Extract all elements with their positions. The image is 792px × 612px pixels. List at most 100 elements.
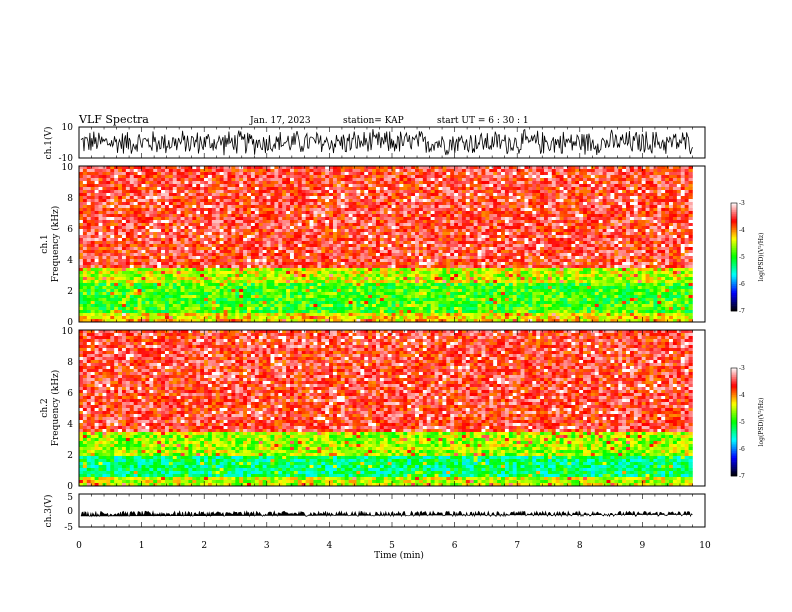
spectrogram-cell (145, 211, 150, 215)
spectrogram-cell (137, 208, 142, 212)
spectrogram-cell (532, 202, 537, 206)
spectrogram-cell (98, 244, 103, 248)
spectrogram-cell (317, 190, 322, 194)
spectrogram-cell (520, 220, 525, 224)
spectrogram-cell (344, 211, 349, 215)
spectrogram-cell (168, 205, 174, 209)
spectrogram-cell (141, 190, 146, 194)
spectrogram-cell (676, 226, 682, 230)
spectrogram-cell (403, 232, 408, 236)
spectrogram-cell (665, 223, 670, 227)
spectrogram-cell (286, 181, 291, 185)
spectrogram-cell (219, 202, 224, 206)
spectrogram-cell (196, 238, 201, 242)
spectrogram-cell (481, 217, 486, 221)
spectrogram-cell (602, 232, 607, 236)
spectrogram-cell (207, 202, 213, 206)
spectrogram-cell (79, 166, 84, 170)
spectrogram-cell (110, 169, 115, 173)
spectrogram-cell (211, 238, 217, 242)
spectrogram-cell (215, 193, 220, 197)
spectrogram-cell (321, 199, 326, 203)
spectrogram-cell (153, 190, 158, 194)
spectrogram-cell (86, 178, 92, 182)
spectrogram-cell (446, 241, 451, 245)
spectrogram-cell (555, 247, 560, 251)
spectrogram-cell (583, 220, 588, 224)
spectrogram-cell (231, 202, 236, 206)
spectrogram-cell (536, 208, 541, 212)
spectrogram-cell (520, 181, 525, 185)
spectrogram-cell (247, 238, 252, 242)
spectrogram-cell (157, 181, 162, 185)
spectrogram-cell (332, 223, 338, 227)
spectrogram-cell (90, 199, 95, 203)
spectrogram-cell (657, 193, 662, 197)
spectrogram-cell (680, 208, 685, 212)
spectrogram-cell (391, 226, 396, 230)
spectrogram-cell (379, 253, 385, 257)
spectrogram-cell (461, 181, 467, 185)
spectrogram-cell (672, 253, 678, 257)
spectrogram-cell (270, 232, 275, 236)
spectrogram-cell (473, 169, 478, 173)
spectrogram-cell (497, 214, 502, 218)
spectrogram-cell (442, 238, 447, 242)
spectrogram-cell (497, 253, 502, 257)
spectrogram-cell (79, 178, 84, 182)
spectrogram-cell (540, 250, 545, 254)
spectrogram-cell (254, 205, 260, 209)
spectrogram-cell (180, 241, 185, 245)
spectrogram-cell (649, 187, 654, 191)
spectrogram-cell (469, 241, 474, 245)
spectrogram-cell (688, 241, 693, 245)
spectrogram-cell (239, 199, 244, 203)
spectrogram-cell (239, 232, 244, 236)
spectrogram-cell (379, 172, 385, 176)
spectrogram-cell (321, 223, 326, 227)
spectrogram-cell (270, 241, 275, 245)
spectrogram-cell (540, 256, 545, 260)
spectrogram-cell (293, 223, 299, 227)
spectrogram-cell (133, 211, 138, 215)
spectrogram-cell (626, 214, 631, 218)
spectrogram-cell (481, 199, 486, 203)
spectrogram-cell (543, 241, 549, 245)
spectrogram-cell (633, 220, 639, 224)
spectrogram-cell (204, 226, 209, 230)
spectrogram-cell (133, 172, 138, 176)
spectrogram-cell (418, 214, 424, 218)
spectrogram-cell (102, 196, 107, 200)
spectrogram-cell (512, 181, 517, 185)
spectrogram-cell (629, 175, 635, 179)
spectrogram-cell (461, 250, 467, 254)
spectrogram-cell (196, 220, 201, 224)
spectrogram-cell (356, 220, 361, 224)
spectrogram-cell (348, 172, 353, 176)
spectrogram-cell (524, 247, 529, 251)
spectrogram-cell (669, 217, 674, 221)
spectrogram-cell (207, 235, 213, 239)
spectrogram-cell (575, 223, 580, 227)
spectrogram-cell (422, 214, 428, 218)
spectrogram-cell (454, 238, 459, 242)
spectrogram-cell (325, 244, 330, 248)
spectrogram-cell (192, 220, 197, 224)
spectrogram-cell (532, 178, 537, 182)
spectrogram-cell (614, 187, 619, 191)
spectrogram-cell (532, 172, 537, 176)
spectrogram-cell (223, 217, 228, 221)
spectrogram-cell (422, 181, 428, 185)
spectrogram-cell (364, 232, 369, 236)
spectrogram-cell (121, 229, 127, 233)
spectrogram-cell (547, 175, 553, 179)
spectrogram-cell (536, 256, 541, 260)
spectrogram-cell (637, 229, 642, 233)
spectrogram-cell (481, 205, 486, 209)
spectrogram-cell (270, 253, 275, 257)
spectrogram-cell (465, 250, 471, 254)
spectrogram-cell (434, 217, 439, 221)
spectrogram-cell (317, 217, 322, 221)
spectrogram-cell (583, 172, 588, 176)
spectrogram-cell (379, 202, 385, 206)
